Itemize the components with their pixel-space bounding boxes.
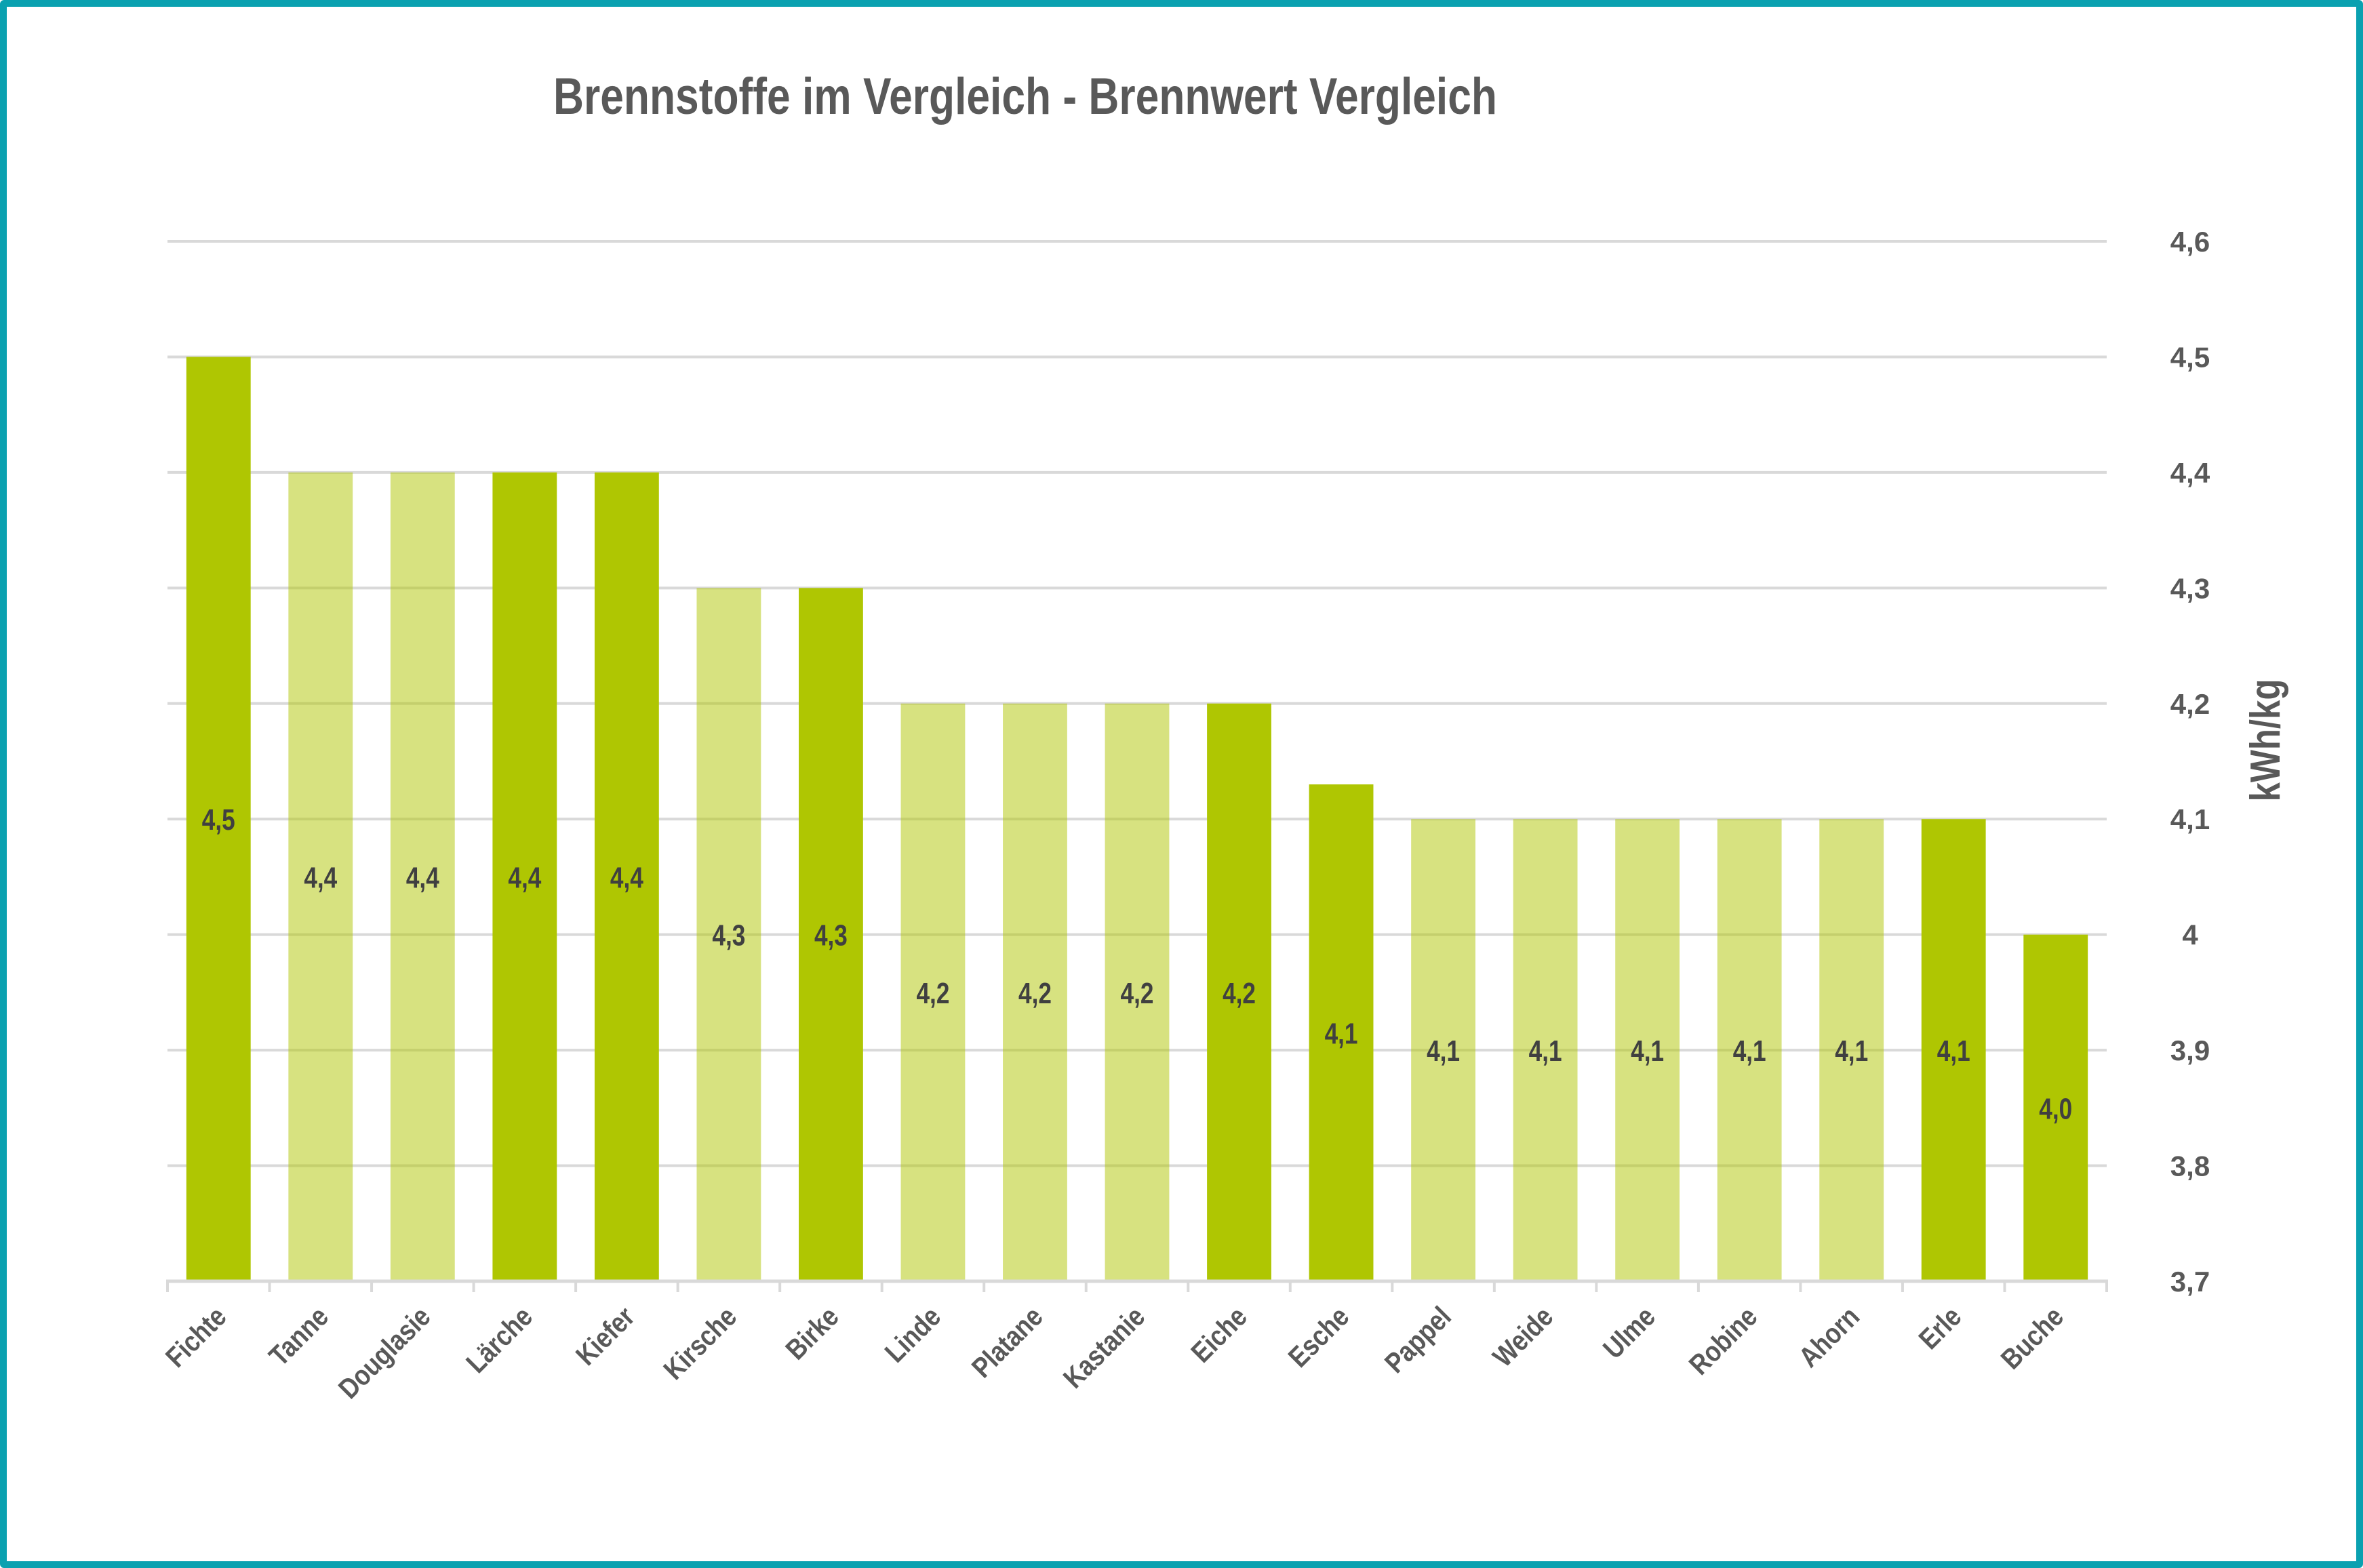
bar-erle [1921, 819, 1986, 1281]
x-tick-label: Linde [879, 1301, 947, 1369]
y-tick-label: 4,5 [2170, 341, 2210, 373]
x-tick-label: Tanne [263, 1301, 334, 1372]
y-tick-label: 4,2 [2170, 688, 2210, 720]
x-tick-label: Buche [1995, 1301, 2070, 1375]
bar-linde [900, 703, 966, 1281]
x-tick-label: Erle [1913, 1301, 1968, 1355]
data-label: 4,2 [1018, 977, 1052, 1010]
data-label: 4,3 [712, 919, 745, 952]
x-axis [166, 1279, 2108, 1292]
x-tick-label: Platane [966, 1301, 1050, 1384]
bar-tanne [288, 472, 353, 1281]
data-label: 4,1 [1529, 1034, 1562, 1068]
x-tick-label: Ahorn [1793, 1301, 1865, 1373]
data-label: 4,2 [1223, 977, 1256, 1010]
x-tick-label: Pappel [1379, 1301, 1458, 1380]
data-labels: 4,5 4,4 4,4 4,4 4,4 4,3 4,3 4,2 4,2 4,2 4,2 4,1 4,1 4… [202, 804, 2072, 1126]
data-label: 4,1 [1427, 1034, 1460, 1068]
y-axis-title: kWh/kg [2242, 679, 2289, 802]
x-tick-label: Ulme [1597, 1301, 1661, 1365]
x-tick-label: Esche [1283, 1301, 1355, 1373]
x-tick-label: Birke [780, 1301, 845, 1366]
bar-lärche [492, 472, 557, 1281]
y-tick-label: 4,4 [2170, 457, 2210, 489]
gridlines [167, 240, 2107, 1167]
bar-ahorn [1819, 819, 1884, 1281]
x-tick-label: Kirsche [658, 1301, 742, 1386]
bar-buche [2023, 934, 2088, 1281]
y-tick-label: 4 [2182, 919, 2198, 951]
data-label: 4,1 [1937, 1034, 1970, 1068]
data-label: 4,5 [202, 804, 235, 837]
bar-weide [1513, 819, 1578, 1281]
x-tick-label: Weide [1487, 1301, 1560, 1373]
bar-kastanie [1105, 703, 1170, 1281]
y-tick-label: 4,1 [2170, 803, 2210, 835]
x-tick-label: Eiche [1185, 1301, 1253, 1369]
x-tick-label: Kiefer [570, 1301, 641, 1371]
data-label: 4,4 [304, 862, 337, 895]
data-label: 4,2 [1121, 977, 1154, 1010]
y-tick-label: 3,9 [2170, 1034, 2210, 1066]
bar-birke [799, 588, 863, 1281]
y-tick-label: 3,8 [2170, 1150, 2210, 1182]
data-label: 4,0 [2039, 1093, 2072, 1126]
data-label: 4,4 [508, 862, 541, 895]
data-label: 4,4 [610, 862, 643, 895]
data-label: 4,2 [916, 977, 949, 1010]
x-tick-label: Fichte [160, 1301, 233, 1373]
y-axis-tick-labels: 3,7 3,8 3,9 4 4,1 4,2 4,3 4,4 4,5 4,6 [2170, 226, 2210, 1298]
data-label: 4,1 [1325, 1018, 1358, 1051]
bar-esche [1309, 784, 1374, 1281]
y-tick-label: 3,7 [2170, 1266, 2210, 1298]
y-tick-label: 4,3 [2170, 572, 2210, 604]
chart-title: Brennstoffe im Vergleich - Brennwert Ver… [553, 67, 1497, 125]
bars [186, 357, 2088, 1281]
bar-platane [1003, 703, 1067, 1281]
bar-robine [1717, 819, 1782, 1281]
data-label: 4,1 [1631, 1034, 1664, 1068]
y-tick-label: 4,6 [2170, 226, 2210, 258]
bar-fichte [186, 357, 251, 1281]
bar-ulme [1615, 819, 1680, 1281]
x-tick-label: Kastanie [1058, 1301, 1151, 1394]
x-tick-label: Douglasie [333, 1301, 437, 1405]
bar-eiche [1207, 703, 1271, 1281]
bar-kiefer [594, 472, 659, 1281]
x-tick-label: Lärche [460, 1301, 539, 1380]
data-label: 4,1 [1835, 1034, 1868, 1068]
data-label: 4,4 [406, 862, 439, 895]
data-label: 4,3 [814, 919, 848, 952]
data-label: 4,1 [1733, 1034, 1766, 1068]
x-tick-label: Robine [1684, 1301, 1764, 1381]
bar-douglasie [390, 472, 455, 1281]
bar-pappel [1411, 819, 1475, 1281]
bar-kirsche [696, 588, 761, 1281]
